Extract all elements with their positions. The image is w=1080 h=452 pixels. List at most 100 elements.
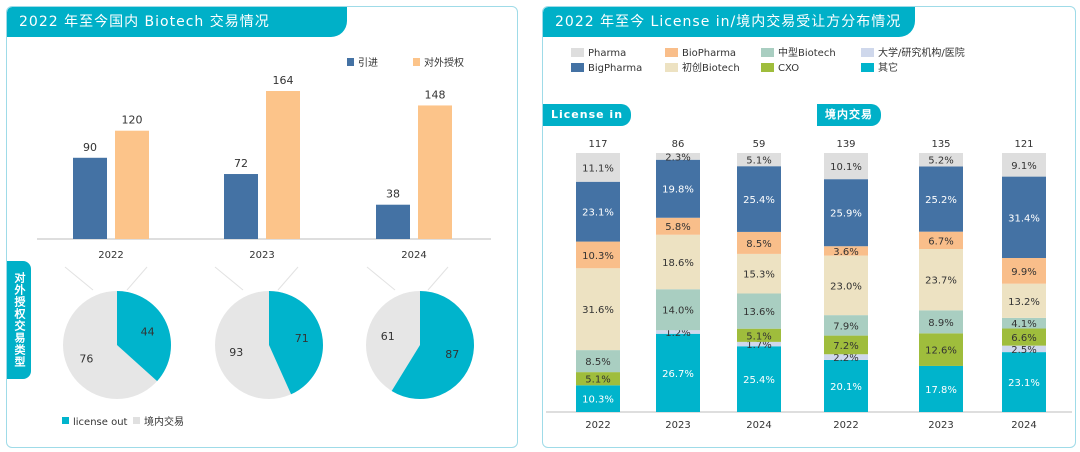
stack-label-license-in-2024-biopharma-5: 8.5%: [746, 239, 771, 250]
stack-license-in-2022-cxo-seg: [576, 372, 620, 386]
bar-value-2024-in: 38: [386, 188, 400, 201]
legend-label-1: BioPharma: [682, 48, 736, 59]
right-panel-title: 2022 年至今 License in/境内交易受让方分布情况: [543, 7, 915, 37]
bar-xtick-2022: 2022: [98, 250, 123, 261]
pie-legend-swatch-1: [133, 417, 140, 424]
stack-license-in-2023-bigpharma-seg: [656, 159, 700, 218]
stack-label-domestic-2024-biopharma-5: 9.9%: [1011, 267, 1036, 278]
stack-license-in-2023-pharma-seg: [656, 153, 700, 160]
stack-label-license-in-2022--biotech-2: 8.5%: [585, 357, 610, 368]
pie-2022-license-out: [117, 291, 171, 382]
bar-value-2023-out: 164: [273, 74, 294, 87]
stack-label-domestic-2023-bigpharma-6: 25.2%: [925, 195, 957, 206]
stack-total-domestic-2023: 135: [931, 139, 950, 150]
stack-label-domestic-2024---1: 2.5%: [1011, 345, 1036, 356]
bar-legend-swatch-0: [347, 58, 354, 66]
stack-domestic-2024---seg: [1002, 352, 1046, 412]
stack-label-domestic-2024--biotech-3: 4.1%: [1011, 319, 1036, 330]
stack-license-in-2022-pharma-seg: [576, 153, 620, 182]
stack-license-in-2022-bigpharma-seg: [576, 181, 620, 242]
stack-license-in-2024--biotech-seg: [737, 293, 781, 329]
stack-license-in-2022---seg: [576, 385, 620, 412]
stack-domestic-2022--biotech-seg: [824, 315, 868, 336]
stack-label-license-in-2024---0: 25.4%: [743, 375, 775, 386]
stack-label-license-in-2022-bigpharma-5: 23.1%: [582, 208, 614, 219]
stack-domestic-2022-biopharma-seg: [824, 246, 868, 256]
stack-label-license-in-2024-bigpharma-6: 25.4%: [743, 195, 775, 206]
stack-domestic-2023-pharma-seg: [919, 153, 963, 167]
stack-label-license-in-2024--biotech-4: 15.3%: [743, 270, 775, 281]
stack-license-in-2022--biotech-seg: [576, 350, 620, 373]
stack-label-license-in-2023--biotech-4: 18.6%: [662, 258, 694, 269]
stack-domestic-2024-cxo-seg: [1002, 328, 1046, 346]
pie-connector-r-0: [126, 266, 148, 291]
pie-value-2022-domestic: 76: [79, 353, 93, 366]
licensee-distribution-chart: Pharma BioPharma 中型Biotech 大学/研究机构/医院 BigPha…: [546, 46, 1072, 431]
bar-2024-in: [376, 204, 410, 239]
stack-domestic-2022---seg: [824, 359, 868, 412]
stack-license-in-2022-biopharma-seg: [576, 241, 620, 269]
stack-label-license-in-2022-pharma-6: 11.1%: [582, 163, 614, 174]
stack-domestic-2024--biotech-seg: [1002, 317, 1046, 329]
stack-xtick-domestic-2024: 2024: [1011, 420, 1036, 431]
side-tab-outbound-type: 对外授权交易类型: [7, 261, 31, 379]
stack-xtick-domestic-2022: 2022: [833, 420, 858, 431]
stack-label-domestic-2023---0: 17.8%: [925, 385, 957, 396]
stack-domestic-2024-pharma-seg: [1002, 153, 1046, 177]
legend-label-4: BigPharma: [588, 63, 642, 74]
stack-label-domestic-2022---0: 20.1%: [830, 382, 862, 393]
bar-value-2022-out: 120: [122, 114, 143, 127]
group-label-license-in: License in: [543, 104, 632, 126]
legend-label-2: 中型Biotech: [778, 46, 836, 59]
stack-license-in-2023--biotech-seg: [656, 289, 700, 331]
stack-total-domestic-2024: 121: [1014, 139, 1033, 150]
stack-label-domestic-2022-bigpharma-6: 25.9%: [830, 209, 862, 220]
stack-license-in-2023---seg: [656, 333, 700, 412]
stack-label-license-in-2023--biotech-3: 14.0%: [662, 306, 694, 317]
stack-label-license-in-2024-cxo-2: 5.1%: [746, 331, 771, 342]
stack-domestic-2023-biopharma-seg: [919, 231, 963, 249]
stack-domestic-2022-cxo-seg: [824, 335, 868, 355]
stack-label-license-in-2023-pharma-7: 2.3%: [665, 152, 690, 163]
right-panel: 2022 年至今 License in/境内交易受让方分布情况 License …: [542, 6, 1076, 448]
stack-label-license-in-2022--biotech-3: 31.6%: [582, 305, 614, 316]
bar-legend-label-0: 引进: [358, 57, 378, 69]
stack-domestic-2022--biotech-seg: [824, 255, 868, 316]
stack-license-in-2024-pharma-seg: [737, 153, 781, 167]
stack-license-in-2023---seg: [656, 330, 700, 334]
stack-label-domestic-2022--biotech-3: 7.9%: [833, 321, 858, 332]
stack-label-domestic-2023-biopharma-5: 6.7%: [928, 236, 953, 247]
stack-domestic-2022-bigpharma-seg: [824, 179, 868, 247]
stack-label-license-in-2022-cxo-1: 5.1%: [585, 375, 610, 386]
legend-label-3: 大学/研究机构/医院: [878, 46, 965, 59]
stack-license-in-2023-biopharma-seg: [656, 217, 700, 235]
stack-label-license-in-2022-biopharma-4: 10.3%: [582, 251, 614, 262]
pie-connector-l-1: [214, 266, 244, 291]
stack-label-domestic-2022---1: 2.2%: [833, 353, 858, 364]
stack-domestic-2023-bigpharma-seg: [919, 166, 963, 232]
bar-xtick-2023: 2023: [249, 250, 274, 261]
stack-xtick-license-in-2024: 2024: [746, 420, 771, 431]
pie-2024-license-out: [391, 291, 474, 399]
stack-license-in-2023--biotech-seg: [656, 234, 700, 290]
stack-xtick-domestic-2023: 2023: [928, 420, 953, 431]
legend-swatch-pharma-0: [571, 48, 584, 57]
stack-label-domestic-2024-bigpharma-6: 31.4%: [1008, 213, 1040, 224]
stack-total-license-in-2022: 117: [588, 139, 607, 150]
pie-connector-r-1: [277, 266, 299, 291]
stack-total-domestic-2022: 139: [836, 139, 855, 150]
legend-swatch-biopharma-1: [665, 48, 678, 57]
stack-label-license-in-2024---1: 1.7%: [746, 340, 771, 351]
stack-label-license-in-2023-bigpharma-6: 19.8%: [662, 185, 694, 196]
group-label-domestic: 境内交易: [817, 104, 881, 126]
stack-license-in-2022--biotech-seg: [576, 268, 620, 351]
legend-swatch---3: [861, 48, 874, 57]
stack-label-license-in-2023---0: 26.7%: [662, 369, 694, 380]
bar-2022-in: [73, 157, 107, 239]
pie-legend-label-1: 境内交易: [144, 415, 184, 428]
pie-value-2023-domestic: 93: [229, 346, 243, 359]
biotech-deals-chart: 引进 对外授权 90 120 2022 72 164 2023 38 148 2024 44 76 71 9…: [37, 56, 491, 428]
stack-domestic-2024-bigpharma-seg: [1002, 176, 1046, 258]
stack-domestic-2024---seg: [1002, 345, 1046, 353]
legend-label-7: 其它: [878, 61, 898, 74]
